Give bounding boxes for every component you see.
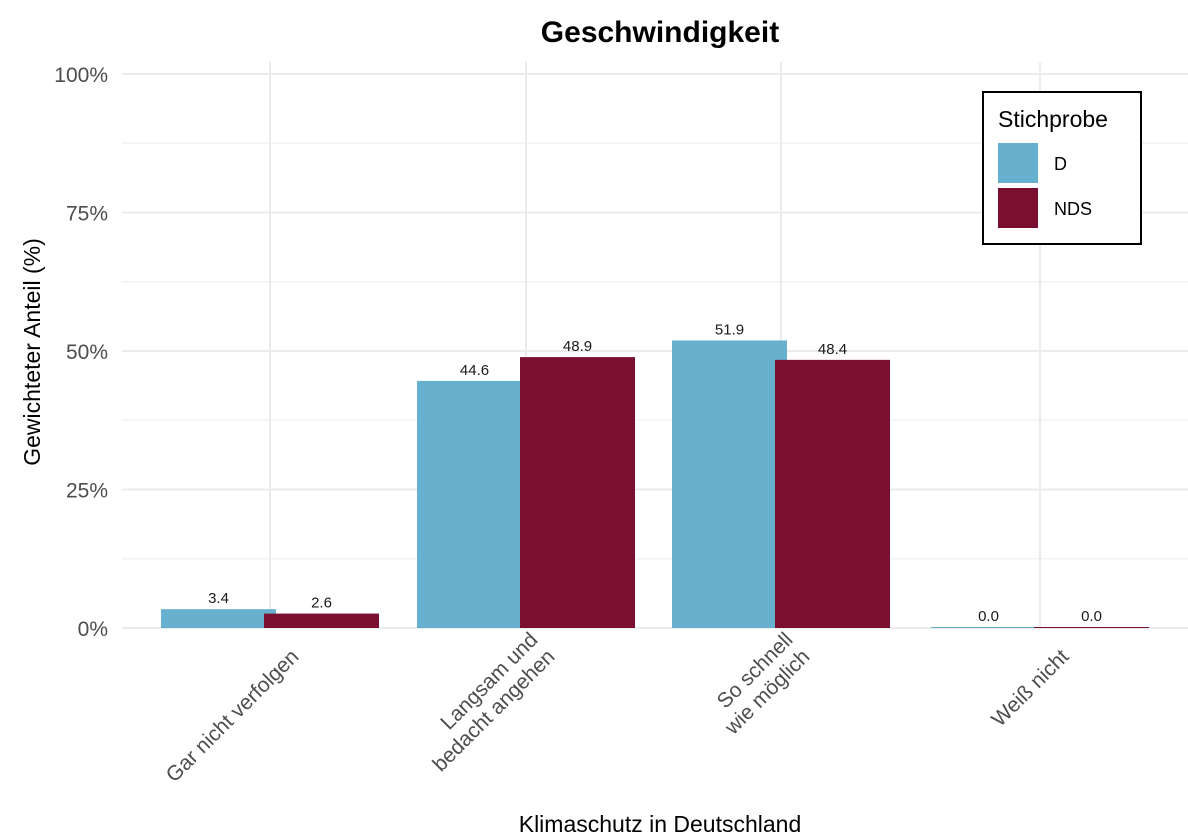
legend-swatch-nds — [998, 188, 1038, 228]
x-tick-label: So schnellwie möglich — [703, 628, 815, 740]
legend-title: Stichprobe — [998, 106, 1108, 132]
grid-lines — [122, 62, 1188, 629]
y-tick-label: 25% — [66, 480, 108, 503]
bar-nds-3 — [1034, 627, 1149, 628]
y-tick-label: 0% — [78, 618, 108, 641]
bar-d-1 — [417, 380, 532, 628]
data-label-d-2: 51.9 — [715, 321, 744, 338]
data-labels: 3.4 2.6 44.6 48.9 51.9 48.4 0.0 0.0 — [208, 321, 1102, 625]
data-label-d-3: 0.0 — [978, 608, 999, 625]
data-label-d-0: 3.4 — [208, 590, 229, 607]
y-axis-title: Gewichteter Anteil (%) — [19, 238, 45, 466]
bars — [161, 340, 1149, 628]
legend-label-nds: NDS — [1054, 199, 1092, 219]
bar-nds-1 — [520, 357, 635, 628]
x-axis-ticks: Gar nicht verfolgen Langsam undbedacht an… — [162, 628, 1074, 787]
data-label-nds-2: 48.4 — [818, 341, 847, 358]
x-tick-label: Langsam undbedacht angehen — [411, 628, 559, 776]
y-tick-label: 50% — [66, 341, 108, 364]
data-label-d-1: 44.6 — [460, 362, 489, 379]
bar-nds-0 — [264, 613, 379, 628]
legend-label-d: D — [1054, 154, 1067, 174]
data-label-nds-1: 48.9 — [563, 338, 592, 355]
legend-swatch-d — [998, 143, 1038, 183]
legend: Stichprobe D NDS — [982, 91, 1142, 245]
bar-d-0 — [161, 609, 276, 628]
bar-nds-2 — [775, 359, 890, 628]
chart-title: Geschwindigkeit — [541, 16, 779, 49]
bar-d-3 — [931, 627, 1046, 628]
bar-d-2 — [672, 340, 787, 628]
data-label-nds-0: 2.6 — [311, 595, 332, 612]
y-axis-ticks: 0% 25% 50% 75% 100% — [54, 64, 108, 641]
x-tick-label: Weiß nicht — [987, 645, 1073, 731]
y-tick-label: 75% — [66, 203, 108, 226]
y-tick-label: 100% — [54, 64, 108, 87]
data-label-nds-3: 0.0 — [1081, 608, 1102, 625]
x-axis-title: Klimaschutz in Deutschland — [519, 811, 802, 837]
x-tick-label: Gar nicht verfolgen — [162, 645, 304, 787]
